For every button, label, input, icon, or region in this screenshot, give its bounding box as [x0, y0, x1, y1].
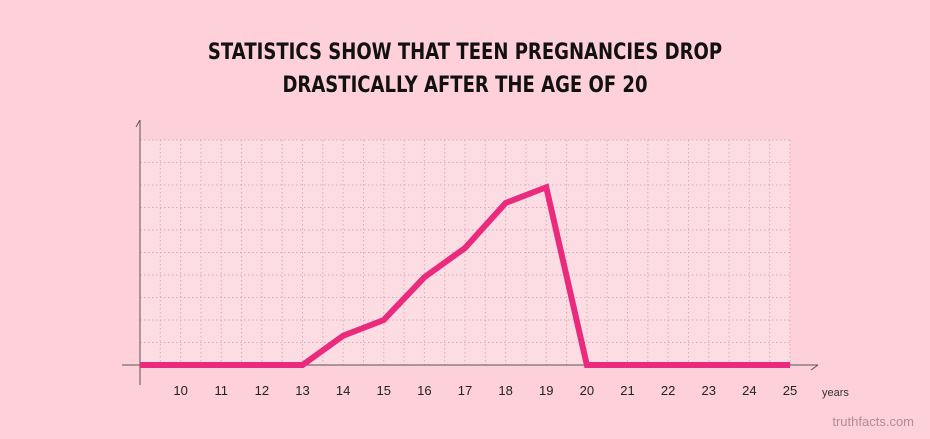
x-tick-label: 10: [173, 383, 187, 398]
x-axis-ticks: 10 11 12 13 14 15 16 17 18 19 20 21 22 23 24 25: [173, 383, 797, 398]
chart-title-line-1: STATISTICS SHOW THAT TEEN PREGNANCIES DR…: [207, 40, 723, 65]
x-tick-label: 18: [498, 383, 512, 398]
x-tick-label: 19: [539, 383, 553, 398]
chart-title-line-2: DRASTICALLY AFTER THE AGE OF 20: [282, 73, 648, 98]
watermark: truthfacts.com: [832, 414, 914, 429]
x-tick-label: 14: [336, 383, 350, 398]
x-tick-label: 12: [255, 383, 269, 398]
x-tick-label: 15: [377, 383, 391, 398]
x-tick-label: 16: [417, 383, 431, 398]
x-tick-label: 17: [458, 383, 472, 398]
x-tick-label: 24: [742, 383, 756, 398]
x-axis-unit-label: years: [822, 387, 849, 399]
x-tick-label: 21: [620, 383, 634, 398]
grid-lines: [140, 139, 791, 365]
x-tick-label: 13: [295, 383, 309, 398]
x-tick-label: 11: [215, 383, 229, 398]
x-axis-arrow: [810, 364, 819, 371]
y-axis-arrow: [135, 119, 141, 128]
x-tick-label: 20: [580, 383, 594, 398]
x-tick-label: 25: [783, 383, 797, 398]
x-tick-label: 22: [661, 383, 675, 398]
series-group: [139, 183, 791, 368]
chart-title: STATISTICS SHOW THAT TEEN PREGNANCIES DR…: [84, 36, 847, 102]
x-tick-label: 23: [702, 383, 716, 398]
